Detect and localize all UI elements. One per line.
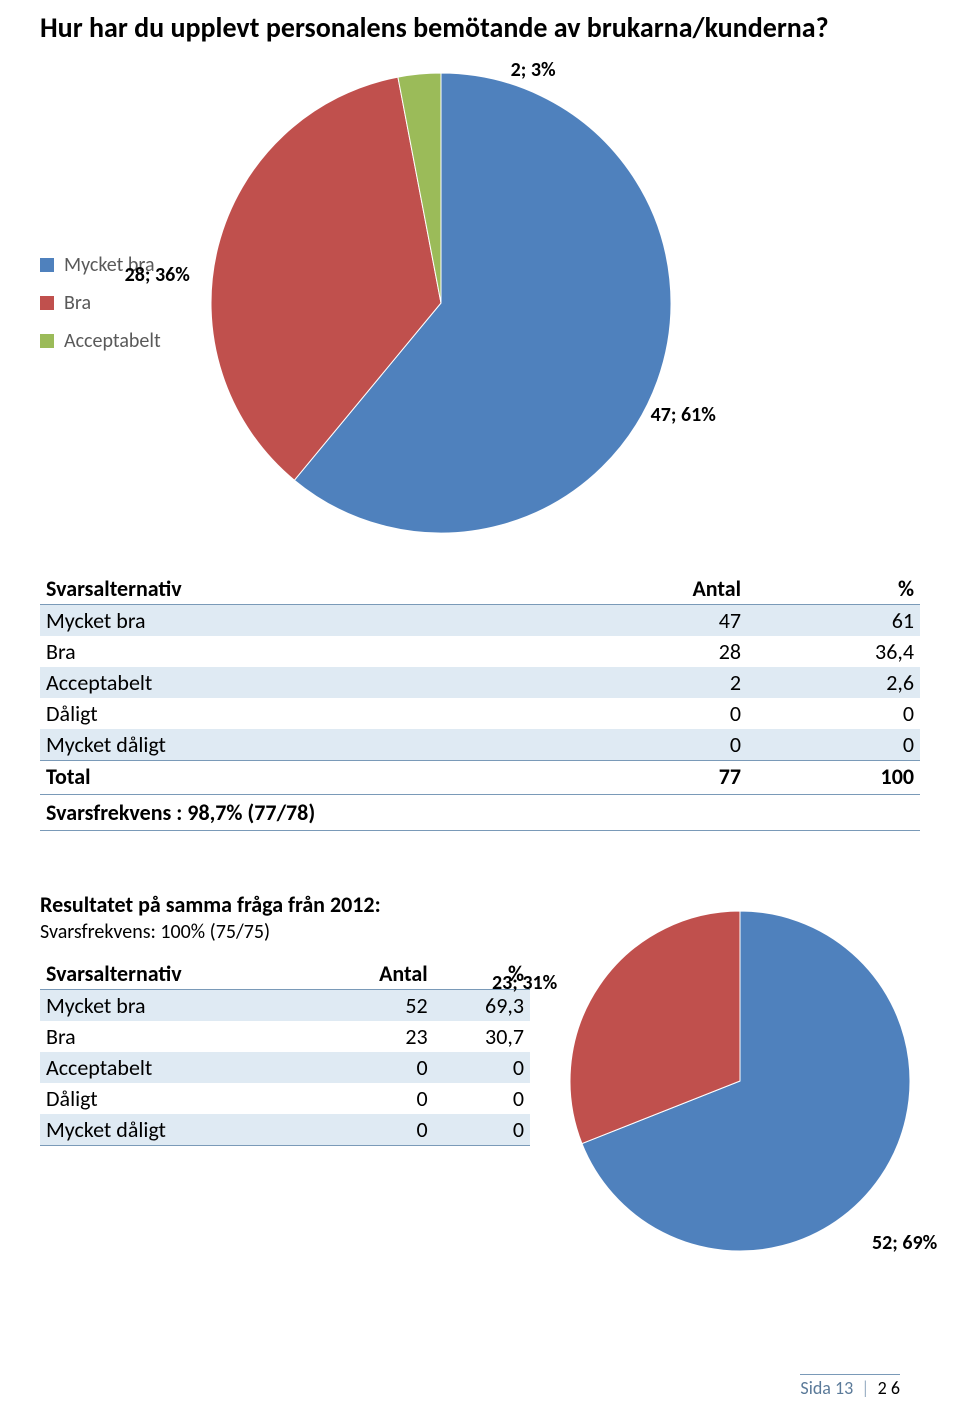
- pie-label: 2; 3%: [511, 58, 556, 82]
- page: Hur har du upplevt personalens bemötande…: [0, 0, 960, 1419]
- pie-chart-2: 23; 31% 52; 69%: [560, 891, 940, 1271]
- table-row: Acceptabelt00: [40, 1052, 530, 1083]
- pie-label: 47; 61%: [651, 403, 716, 427]
- cell: 2,6: [747, 667, 920, 698]
- footer-text: Sida 13: [800, 1377, 853, 1399]
- table-total-row: Total77100: [40, 761, 920, 793]
- page-footer: Sida 13 | 2 6: [800, 1374, 900, 1399]
- cell: Bra: [40, 1021, 319, 1052]
- cell: 100: [747, 761, 920, 793]
- col-header: Svarsalternativ: [40, 573, 541, 605]
- table-row: Acceptabelt22,6: [40, 667, 920, 698]
- cell: Dåligt: [40, 698, 541, 729]
- cell: 0: [747, 698, 920, 729]
- cell: Total: [40, 761, 541, 793]
- section-2012: Resultatet på samma fråga från 2012: Sva…: [40, 891, 920, 1271]
- cell: 23: [319, 1021, 434, 1052]
- col-header: %: [747, 573, 920, 605]
- cell: Acceptabelt: [40, 667, 541, 698]
- cell: 77: [541, 761, 747, 793]
- pie-svg: [211, 73, 671, 533]
- pie-label: 28; 36%: [125, 263, 190, 287]
- cell: 0: [319, 1052, 434, 1083]
- pie-label: 52; 69%: [872, 1231, 937, 1255]
- cell: Acceptabelt: [40, 1052, 319, 1083]
- pie-chart-1: 2; 3% 28; 36% 47; 61%: [191, 63, 711, 543]
- table-row: Mycket bra4761: [40, 605, 920, 637]
- cell: 61: [747, 605, 920, 637]
- cell: 0: [434, 1052, 530, 1083]
- square-icon: [40, 334, 54, 348]
- cell: 0: [541, 729, 747, 761]
- chart-1-row: Mycket bra Bra Acceptabelt 2; 3% 28; 36%…: [40, 63, 920, 543]
- cell: 0: [541, 698, 747, 729]
- square-icon: [40, 296, 54, 310]
- results-table-1: Svarsalternativ Antal % Mycket bra4761Br…: [40, 573, 920, 792]
- cell: 47: [541, 605, 747, 637]
- legend-item: Acceptabelt: [40, 329, 161, 353]
- table-row: Bra2836,4: [40, 636, 920, 667]
- col-header: Antal: [319, 958, 434, 990]
- cell: 36,4: [747, 636, 920, 667]
- square-icon: [40, 258, 54, 272]
- subheading: Resultatet på samma fråga från 2012:: [40, 891, 530, 918]
- table-row: Mycket dåligt00: [40, 729, 920, 761]
- legend-label: Bra: [64, 291, 91, 315]
- cell: 0: [434, 1083, 530, 1114]
- cell: 0: [319, 1083, 434, 1114]
- response-frequency: Svarsfrekvens : 98,7% (77/78): [40, 794, 920, 831]
- cell: 52: [319, 990, 434, 1022]
- pie-label: 23; 31%: [492, 971, 557, 995]
- footer-total: 2 6: [878, 1377, 900, 1399]
- cell: 2: [541, 667, 747, 698]
- table-row: Dåligt00: [40, 1083, 530, 1114]
- col-header: Antal: [541, 573, 747, 605]
- table-row: Bra2330,7: [40, 1021, 530, 1052]
- table-row: Mycket bra5269,3: [40, 990, 530, 1022]
- table-row: Dåligt00: [40, 698, 920, 729]
- cell: 0: [434, 1114, 530, 1146]
- subheading-2: Svarsfrekvens: 100% (75/75): [40, 920, 530, 944]
- legend-item: Bra: [40, 291, 161, 315]
- footer-separator: |: [857, 1377, 873, 1399]
- col-header: Svarsalternativ: [40, 958, 319, 990]
- pie-svg: [570, 911, 910, 1251]
- section-2012-left: Resultatet på samma fråga från 2012: Sva…: [40, 891, 530, 1146]
- cell: Dåligt: [40, 1083, 319, 1114]
- cell: 30,7: [434, 1021, 530, 1052]
- cell: 28: [541, 636, 747, 667]
- table-row: Mycket dåligt00: [40, 1114, 530, 1146]
- page-title: Hur har du upplevt personalens bemötande…: [40, 10, 920, 45]
- cell: 0: [319, 1114, 434, 1146]
- cell: Mycket bra: [40, 605, 541, 637]
- cell: Mycket dåligt: [40, 1114, 319, 1146]
- cell: Mycket bra: [40, 990, 319, 1022]
- cell: Bra: [40, 636, 541, 667]
- results-table-2: Svarsalternativ Antal % Mycket bra5269,3…: [40, 958, 530, 1146]
- cell: 0: [747, 729, 920, 761]
- cell: Mycket dåligt: [40, 729, 541, 761]
- legend-label: Acceptabelt: [64, 329, 161, 353]
